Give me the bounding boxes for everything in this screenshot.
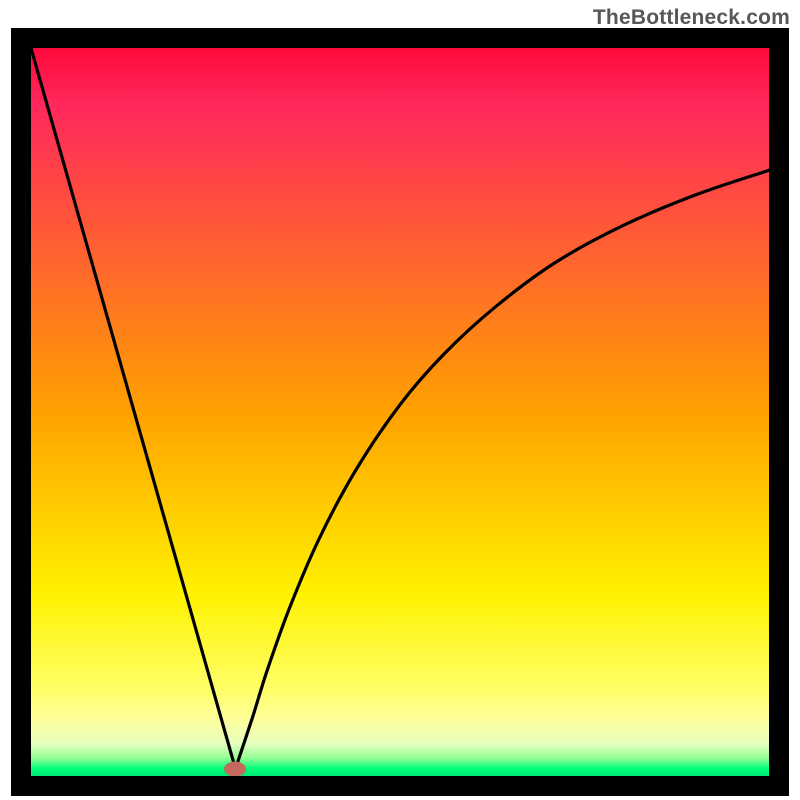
plot-area	[31, 48, 769, 776]
chart-container: TheBottleneck.com	[0, 0, 800, 800]
minimum-marker	[224, 761, 246, 776]
bottleneck-curve	[31, 48, 769, 769]
watermark-text: TheBottleneck.com	[593, 6, 790, 30]
curve-svg	[31, 48, 769, 776]
plot-frame	[11, 28, 789, 796]
